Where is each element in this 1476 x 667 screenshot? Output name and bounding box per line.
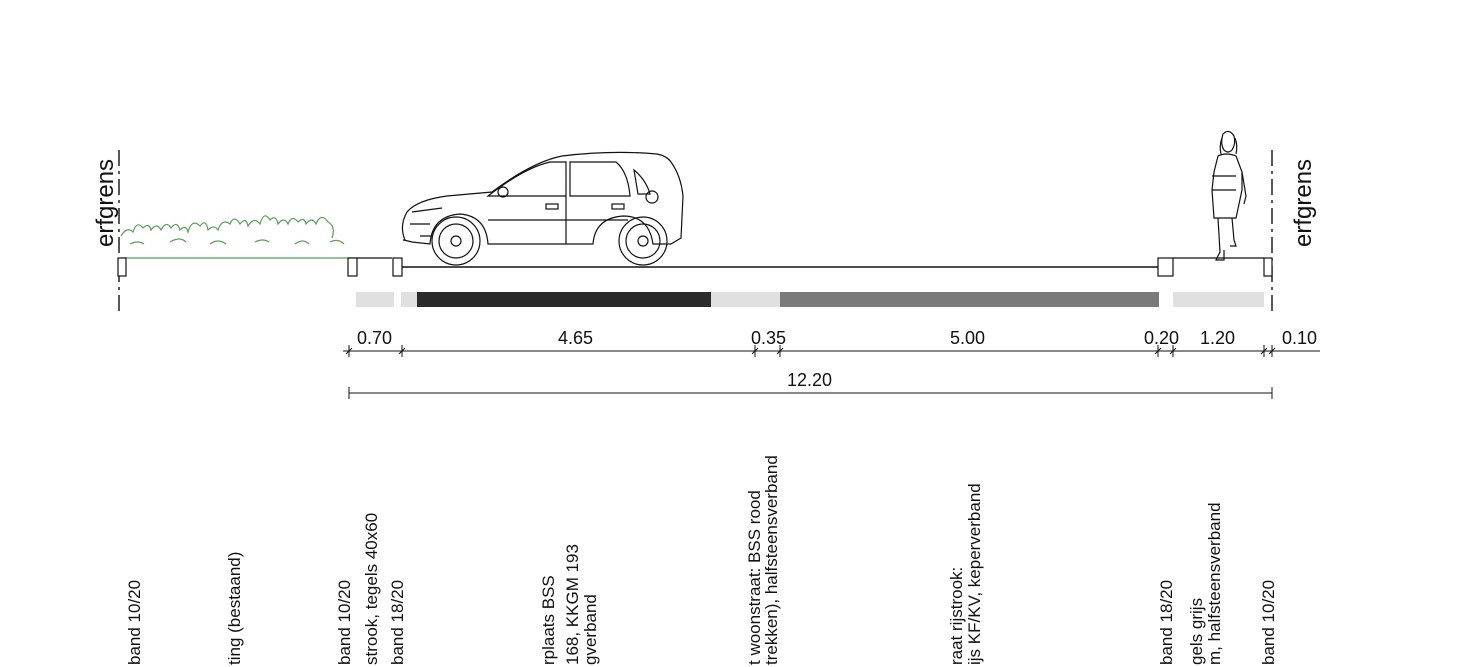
dimension-line-total <box>348 387 1273 399</box>
svg-text:t woonstraat: BSS rood: t woonstraat: BSS rood <box>745 490 764 665</box>
svg-text:m, halfsteensverband: m, halfsteensverband <box>1205 502 1224 665</box>
svg-text:gels grijs: gels grijs <box>1187 598 1206 665</box>
hedge-icon <box>120 215 358 259</box>
curb-right <box>1157 257 1174 277</box>
curb-left <box>117 257 127 277</box>
boundary-label-left: erfgrens <box>92 159 119 247</box>
boundary-label-right: erfgrens <box>1290 159 1317 247</box>
dim-total-label: 12.20 <box>787 370 832 390</box>
svg-text:band 10/20: band 10/20 <box>125 580 144 665</box>
svg-text:band 10/20: band 10/20 <box>1259 580 1278 665</box>
annotation-d: rplaats BSS 168, KKGM 193 gverband <box>539 544 600 665</box>
svg-text:band 10/20: band 10/20 <box>335 580 354 665</box>
svg-text:rplaats BSS: rplaats BSS <box>539 575 558 665</box>
dim-label-3: 0.35 <box>751 328 786 348</box>
material-bar-lane <box>780 292 1159 307</box>
material-bar-1 <box>356 292 394 307</box>
curb-mid-2 <box>392 257 403 277</box>
svg-text:trekken), halfsteensverband: trekken), halfsteensverband <box>762 455 781 665</box>
annotation-c: band 10/20 strook, tegels 40x60 band 18/… <box>335 513 407 665</box>
svg-text:ting (bestaand): ting (bestaand) <box>225 552 244 665</box>
svg-text:band 18/20: band 18/20 <box>388 580 407 665</box>
material-bar-sidewalk <box>1173 292 1264 307</box>
curb-edge-right <box>1263 257 1273 277</box>
dim-label-6: 1.20 <box>1200 328 1235 348</box>
annotation-f: raat rijstrook: ijs KF/KV, keperverband <box>947 483 984 665</box>
annotation-a: band 10/20 <box>125 580 144 665</box>
dimension-line-segments <box>343 345 1320 357</box>
svg-text:strook, tegels 40x60: strook, tegels 40x60 <box>362 513 381 665</box>
annotation-i: band 10/20 <box>1259 580 1278 665</box>
annotation-b: ting (bestaand) <box>225 552 244 665</box>
annotation-h: gels grijs m, halfsteensverband <box>1187 502 1224 665</box>
dim-label-4: 5.00 <box>950 328 985 348</box>
annotation-g: band 18/20 <box>1157 580 1176 665</box>
material-bar-parking <box>417 292 711 307</box>
dim-label-7: 0.10 <box>1282 328 1317 348</box>
car-icon <box>401 151 684 266</box>
svg-text:ijs KF/KV, keperverband: ijs KF/KV, keperverband <box>965 483 984 665</box>
material-bar-2 <box>401 292 417 307</box>
pedestrian-icon <box>1211 130 1247 261</box>
dim-label-2: 4.65 <box>558 328 593 348</box>
dim-label-5: 0.20 <box>1144 328 1179 348</box>
material-bar-gutter <box>711 292 780 307</box>
svg-text:gverband: gverband <box>581 594 600 665</box>
svg-text:band 18/20: band 18/20 <box>1157 580 1176 665</box>
curb-mid-1 <box>347 257 358 277</box>
annotation-e: t woonstraat: BSS rood trekken), halfste… <box>745 455 781 665</box>
dim-label-1: 0.70 <box>357 328 392 348</box>
svg-text:raat rijstrook:: raat rijstrook: <box>947 567 966 665</box>
svg-text:168, KKGM 193: 168, KKGM 193 <box>563 544 582 665</box>
